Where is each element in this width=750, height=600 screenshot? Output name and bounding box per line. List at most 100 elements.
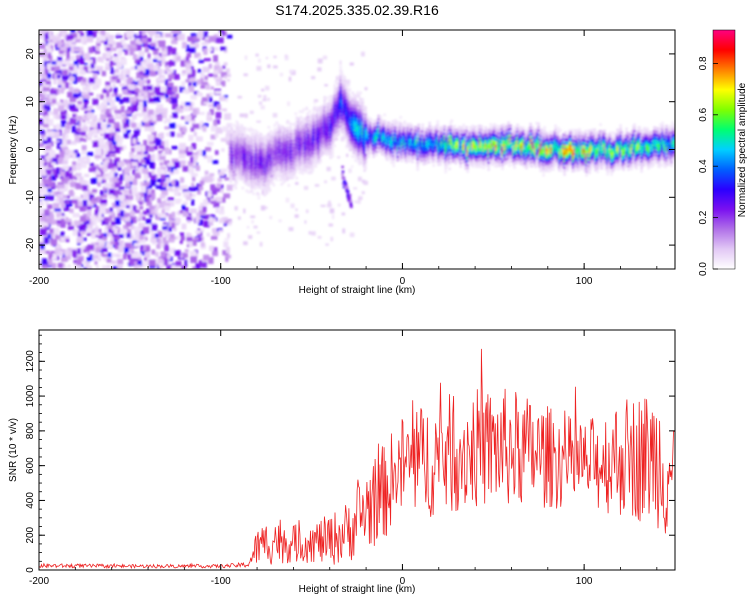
spectrogram-cell	[318, 161, 321, 165]
spectrogram-cell	[301, 168, 305, 172]
spectrogram-cell	[244, 55, 248, 60]
spectrogram-cell	[126, 251, 132, 255]
spectrogram-cell	[142, 102, 147, 108]
spectrogram-cell	[68, 64, 74, 71]
spectrogram-cell	[77, 100, 83, 106]
spectrogram-cell	[181, 130, 186, 135]
spectrogram-cell	[39, 247, 46, 254]
spectrogram-cell	[42, 183, 49, 187]
spectrogram-cell	[153, 96, 161, 103]
spectrogram-cell	[40, 244, 45, 250]
spectrogram-cell	[257, 94, 262, 98]
spectrogram-cell	[175, 261, 182, 267]
spectrogram-cell	[94, 50, 101, 55]
spectrogram-cell	[59, 50, 64, 54]
spectrogram-cell	[137, 41, 143, 45]
spectrogram-cell	[350, 113, 353, 116]
spectrogram-cell	[249, 137, 253, 140]
spectrogram-cell	[58, 63, 63, 67]
spectrogram-cell	[295, 116, 299, 120]
spectrogram-cell	[59, 151, 65, 158]
spectrogram-cell	[304, 220, 307, 224]
spectrogram-cell	[281, 169, 285, 172]
spectrogram-cell	[262, 168, 266, 172]
spectrogram-cell	[141, 109, 146, 116]
spectrogram-cell	[129, 45, 137, 52]
spectrogram-cell	[67, 176, 72, 183]
spectrogram-cell	[102, 53, 107, 60]
spectrogram-cell	[353, 110, 356, 114]
spectrogram-cell	[64, 182, 70, 186]
spectrogram-cell	[278, 153, 282, 156]
spectrogram-cell	[361, 51, 365, 57]
spectrogram-cell	[94, 176, 102, 183]
spectrogram-cell	[277, 174, 281, 178]
spectrogram-cell	[88, 105, 93, 113]
spectrogram-cell	[132, 178, 138, 186]
spectrogram-cell	[366, 115, 369, 119]
spectrogram-cell	[356, 91, 359, 94]
spectrogram-cell	[53, 131, 60, 138]
spectrogram-cell	[164, 79, 169, 86]
spectrogram-cell	[114, 182, 121, 188]
spectrogram-cell	[83, 205, 87, 211]
spectrogram-cell	[210, 134, 216, 140]
spectrogram-cell	[377, 141, 380, 145]
spectrogram-cell	[92, 255, 99, 259]
spectrogram-cell	[260, 105, 265, 110]
spectrogram-cell	[339, 102, 342, 106]
spectrogram-cell	[333, 137, 336, 141]
spectrogram-cell	[82, 126, 89, 132]
spectrogram-cell	[56, 33, 62, 39]
spectrogram-cell	[266, 141, 270, 144]
spectrogram-cell	[191, 162, 197, 167]
spectrogram-cell	[333, 84, 336, 87]
spectrogram-cell	[288, 227, 294, 232]
spectrogram-cell	[220, 168, 228, 173]
spectrogram-cell	[291, 176, 295, 180]
spectrogram-cell	[178, 153, 186, 159]
spectrogram-cell	[294, 214, 299, 218]
spectrogram-cell	[252, 165, 256, 169]
spectrogram-cell	[266, 188, 270, 191]
spectrogram-cell	[315, 161, 319, 165]
spectrogram-cell	[129, 154, 134, 159]
spectrogram-cell	[159, 75, 165, 79]
spectrogram-cell	[87, 132, 91, 139]
spectrogram-cell	[125, 183, 131, 188]
spectrogram-cell	[67, 247, 74, 253]
spectrogram-cell	[114, 244, 119, 250]
spectrogram-cell	[90, 121, 97, 128]
spectrogram-cell	[190, 94, 197, 100]
spectrogram-cell	[253, 184, 257, 187]
spectrogram-cell	[188, 82, 192, 89]
spectrogram-cell	[394, 119, 397, 122]
spectrogram-cell	[266, 147, 270, 151]
spectrogram-cell	[305, 209, 309, 214]
spectrogram-cell	[73, 231, 78, 236]
spectrogram-cell	[251, 132, 255, 135]
spectrogram-cell	[56, 114, 62, 120]
spectrogram-cell	[148, 259, 156, 267]
spectrogram-cell	[94, 154, 101, 159]
spectrogram-cell	[76, 231, 81, 236]
spectrogram-cell	[237, 162, 241, 165]
spectrogram-cell	[174, 264, 181, 269]
spectrogram-cell	[134, 226, 141, 233]
spectrogram-cell	[263, 193, 267, 197]
spectrogram-cell	[66, 129, 70, 134]
spectrogram-cell	[182, 189, 189, 194]
spectrogram-cell	[314, 184, 320, 187]
spectrogram-cell	[209, 217, 214, 223]
spectrogram-cell	[298, 157, 302, 161]
spectrogram-cell	[252, 159, 256, 162]
spectrogram-cell	[197, 32, 204, 39]
spectrogram-cell	[144, 259, 151, 267]
spectrogram-cell	[54, 36, 61, 42]
spectrogram-cell	[67, 172, 73, 180]
spectrogram-cell	[61, 75, 68, 81]
spectrogram-cell	[142, 168, 149, 174]
spectrogram-cell	[60, 121, 65, 128]
spectrogram-cell	[261, 183, 265, 187]
spectrogram-cell	[111, 253, 117, 258]
